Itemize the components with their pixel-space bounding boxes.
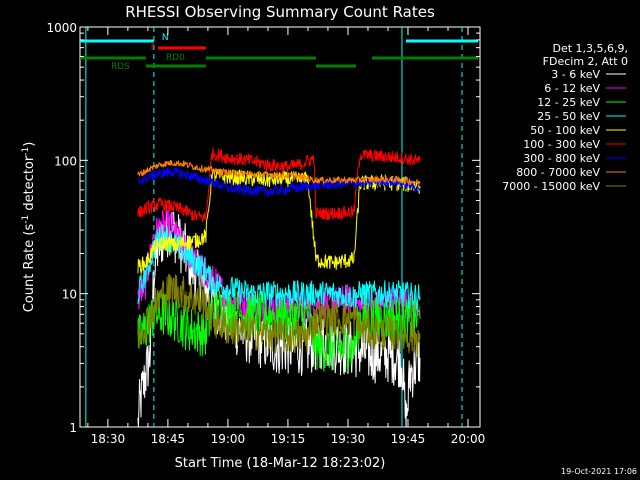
axis-ticks: 18:30 18:45 19:00 19:15 19:30 19:45 20:00 1 10 10… — [46, 21, 485, 446]
y-tick-label-2: 100 — [54, 154, 77, 168]
y-tick-label-3: 1000 — [46, 21, 77, 35]
legend-label-3: 25 - 50 keV — [537, 110, 600, 123]
series-line-5 — [137, 147, 421, 223]
series-line-2 — [137, 290, 421, 373]
plot-frame — [79, 26, 481, 428]
series-line-7 — [137, 159, 421, 186]
y-axis-label-end: ) — [22, 142, 37, 147]
flag-lines: NF RD0 RDS — [80, 33, 478, 72]
series-line-0 — [137, 204, 421, 428]
x-tick-label-0: 18:30 — [91, 432, 126, 446]
legend-label-2: 12 - 25 keV — [537, 96, 600, 109]
legend-label-0: 3 - 6 keV — [551, 68, 600, 81]
legend-label-1: 6 - 12 keV — [544, 82, 600, 95]
legend-label-7: 800 - 7000 keV — [516, 166, 600, 179]
series-line-3 — [137, 224, 421, 310]
x-tick-label-6: 20:00 — [451, 432, 486, 446]
y-tick-label-1: 10 — [62, 288, 77, 302]
flag-label-2: RD0 — [166, 53, 185, 63]
legend-label-4: 50 - 100 keV — [530, 124, 600, 137]
x-tick-label-5: 19:45 — [391, 432, 426, 446]
flag-label-0: N — [162, 33, 169, 43]
x-tick-label-4: 19:30 — [331, 432, 366, 446]
legend-label-8: 7000 - 15000 keV — [502, 180, 600, 193]
legend-label-5: 100 - 300 keV — [523, 138, 600, 151]
series-group — [137, 147, 421, 428]
flag-label-3: RDS — [111, 62, 130, 72]
y-axis-label: Count Rate (s-1 detector-1) — [21, 142, 37, 313]
series-line-8 — [137, 274, 421, 358]
x-axis-label: Start Time (18-Mar-12 18:23:02) — [175, 456, 386, 471]
x-tick-label-2: 19:00 — [211, 432, 246, 446]
y-tick-label-0: 1 — [69, 421, 77, 435]
x-tick-label-1: 18:45 — [151, 432, 186, 446]
legend-header-line2: FDecim 2, Att 0 — [543, 55, 628, 68]
x-tick-label-3: 19:15 — [271, 432, 306, 446]
y-axis-label-mid: detector — [22, 155, 37, 215]
night-markers — [85, 27, 463, 427]
chart-title: RHESSI Observing Summary Count Rates — [125, 3, 435, 21]
flag-label-1: F — [151, 43, 156, 53]
footer-date: 19-Oct-2021 17:06 — [561, 467, 637, 476]
legend-label-6: 300 - 800 keV — [523, 152, 600, 165]
y-axis-label-sup1: -1 — [21, 215, 31, 224]
y-axis-label-main: Count Rate (s — [22, 224, 37, 313]
y-axis-label-sup2: -1 — [21, 147, 31, 156]
series-line-4 — [137, 168, 421, 275]
legend-header-line1: Det 1,3,5,6,9, — [552, 42, 628, 55]
